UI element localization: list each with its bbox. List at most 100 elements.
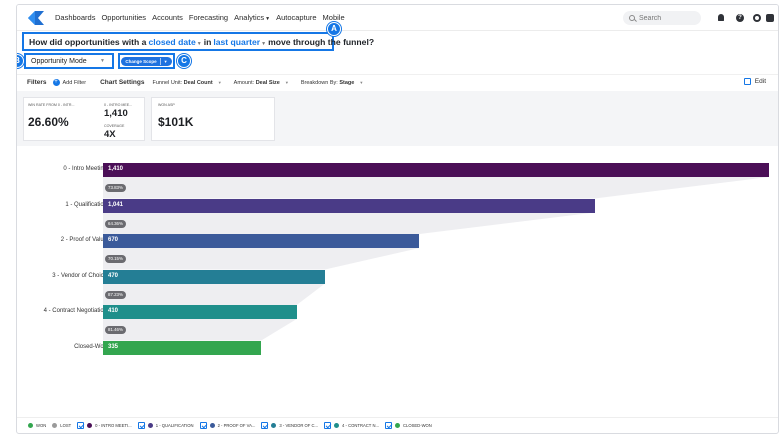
won-asp-label: WON ASP bbox=[158, 103, 175, 107]
add-icon[interactable]: + bbox=[52, 79, 60, 86]
question-prefix: How did opportunities with a bbox=[29, 36, 147, 47]
amount-select[interactable]: Amount: Deal Size ▼ bbox=[234, 80, 289, 86]
series-dot-icon bbox=[147, 423, 153, 428]
settings-icon[interactable] bbox=[753, 14, 761, 22]
funnel-dropoff-area bbox=[103, 283, 325, 305]
stage-label: 3 - Vendor of Choice bbox=[52, 272, 107, 279]
funnel-bar[interactable]: 670 bbox=[103, 234, 420, 248]
mode-select[interactable]: Opportunity Mode ▼ bbox=[24, 53, 114, 69]
bar-value-label: 410 bbox=[108, 308, 119, 314]
profile-icon[interactable] bbox=[766, 14, 774, 22]
change-scope-label: Change Scope bbox=[125, 58, 157, 64]
funnel-unit-value: Deal Count bbox=[183, 79, 213, 86]
stage-label: 0 - Intro Meeting bbox=[63, 166, 107, 172]
legend-stage-item[interactable]: 0 - INTRO MEETI... bbox=[77, 422, 132, 429]
kpi-card-win-rate[interactable]: WIN RATE FROM 0 - INTR... 26.60% 0 - INT… bbox=[23, 97, 145, 141]
stage-label: 2 - Proof of Value bbox=[60, 237, 107, 243]
won-dot-icon bbox=[28, 423, 33, 428]
series-dot-icon bbox=[394, 423, 400, 428]
win-rate-label: WIN RATE FROM 0 - INTR... bbox=[28, 103, 75, 107]
legend-stage-label: 3 - VENDOR OF C... bbox=[279, 423, 319, 428]
legend-stage-item[interactable]: 2 - PROOF OF VA... bbox=[199, 422, 256, 429]
search-input[interactable] bbox=[639, 14, 695, 22]
legend-lost-label: Lost bbox=[60, 423, 72, 428]
date-field-dropdown[interactable]: closed date▼ bbox=[148, 37, 201, 47]
nav-accounts[interactable]: Accounts bbox=[152, 13, 183, 22]
conversion-rate-badge: 87.23% bbox=[105, 290, 126, 299]
nav-analytics[interactable]: Analytics▼ bbox=[234, 13, 270, 22]
coverage-value: 4X bbox=[104, 129, 116, 140]
checkbox-icon[interactable] bbox=[261, 422, 269, 429]
intro-meeting-value: 1,410 bbox=[104, 108, 128, 119]
kpi-card-won-asp[interactable]: WON ASP $101K bbox=[151, 97, 275, 141]
edit-button[interactable]: Edit bbox=[743, 78, 766, 85]
nav-opportunities[interactable]: Opportunities bbox=[101, 13, 147, 22]
funnel-bar[interactable]: 410 bbox=[103, 305, 297, 319]
bell-icon[interactable] bbox=[718, 14, 724, 21]
amount-value: Deal Size bbox=[255, 79, 280, 86]
legend-stage-label: 1 - QUALIFICATION bbox=[155, 423, 194, 428]
conversion-rate-badge: 73.83% bbox=[105, 184, 126, 192]
edit-label: Edit bbox=[754, 78, 766, 85]
funnel-dropoff-area bbox=[103, 248, 420, 270]
brand-logo-icon[interactable] bbox=[26, 9, 46, 27]
legend-stage-item[interactable]: 3 - VENDOR OF C... bbox=[261, 422, 318, 429]
mode-select-value: Opportunity Mode bbox=[31, 57, 87, 65]
funnel-unit-select[interactable]: Funnel Unit: Deal Count ▼ bbox=[152, 80, 221, 86]
checkbox-icon[interactable] bbox=[199, 422, 207, 429]
legend-stage-label: CLOSED-WON bbox=[402, 423, 432, 428]
funnel-bar[interactable]: 1,410 bbox=[103, 163, 769, 177]
change-scope-button[interactable]: Change Scope ▼ bbox=[121, 56, 172, 66]
question-suffix: move through the funnel? bbox=[268, 36, 375, 47]
funnel-dropoff-area bbox=[103, 319, 297, 341]
funnel-dropoff-area bbox=[103, 212, 595, 234]
legend-stage-label: 4 - CONTRACT N... bbox=[342, 423, 379, 428]
chevron-down-icon: ▼ bbox=[261, 40, 267, 47]
series-dot-icon bbox=[334, 423, 340, 428]
period-dropdown[interactable]: last quarter▼ bbox=[213, 37, 266, 47]
series-dot-icon bbox=[209, 423, 215, 428]
nav-dashboards[interactable]: Dashboards bbox=[55, 13, 96, 22]
checkbox-icon[interactable] bbox=[137, 422, 145, 429]
legend-stage-item[interactable]: 1 - QUALIFICATION bbox=[137, 422, 194, 429]
nav-analytics-label: Analytics bbox=[234, 13, 265, 22]
legend-won-label: Won bbox=[36, 423, 47, 428]
question-mid: in bbox=[203, 36, 212, 47]
search-box[interactable] bbox=[623, 11, 701, 25]
bar-value-label: 1,041 bbox=[108, 201, 124, 208]
legend-stage-item[interactable]: CLOSED-WON bbox=[384, 422, 432, 429]
funnel-unit-label: Funnel Unit: bbox=[152, 79, 183, 86]
chevron-down-icon: ▼ bbox=[217, 79, 222, 85]
series-dot-icon bbox=[87, 423, 93, 428]
checkbox-icon[interactable] bbox=[384, 422, 392, 429]
divider bbox=[159, 57, 161, 65]
series-dot-icon bbox=[271, 423, 277, 428]
intro-meeting-label: 0 - INTRO MEE... bbox=[104, 103, 133, 107]
help-icon[interactable]: ? bbox=[736, 14, 744, 22]
checkbox-icon[interactable] bbox=[324, 422, 332, 429]
funnel-bar[interactable]: 470 bbox=[103, 269, 325, 284]
funnel-backdrop bbox=[103, 177, 769, 341]
bar-value-label: 335 bbox=[108, 343, 119, 350]
funnel-bar[interactable]: 335 bbox=[103, 340, 262, 355]
nav-mobile[interactable]: Mobile bbox=[322, 13, 345, 22]
conversion-rate-badge: 70.15% bbox=[105, 255, 126, 263]
period-label: last quarter bbox=[213, 36, 261, 47]
legend-won[interactable]: Won bbox=[28, 423, 46, 428]
callout-b: B bbox=[17, 54, 24, 68]
bar-value-label: 470 bbox=[108, 272, 119, 279]
app-window: Dashboards Opportunities Accounts Foreca… bbox=[16, 4, 779, 434]
nav-autocapture[interactable]: Autocapture bbox=[276, 13, 317, 22]
won-asp-value: $101K bbox=[158, 115, 194, 129]
breakdown-select[interactable]: Breakdown By: Stage ▼ bbox=[301, 80, 363, 86]
filters-bar: Filters + Add Filter Chart Settings Funn… bbox=[17, 74, 778, 90]
checkbox-icon[interactable] bbox=[77, 422, 85, 429]
funnel-bar[interactable]: 1,041 bbox=[103, 198, 595, 213]
win-rate-value: 26.60% bbox=[28, 115, 69, 129]
legend-lost[interactable]: Lost bbox=[52, 423, 71, 428]
add-filter-button[interactable]: Add Filter bbox=[62, 79, 87, 86]
nav-forecasting[interactable]: Forecasting bbox=[188, 13, 229, 22]
legend-stage-label: 2 - PROOF OF VA... bbox=[217, 423, 256, 428]
stage-label: 4 - Contract Negotiation bbox=[43, 308, 107, 314]
legend-stage-item[interactable]: 4 - CONTRACT N... bbox=[324, 422, 379, 429]
